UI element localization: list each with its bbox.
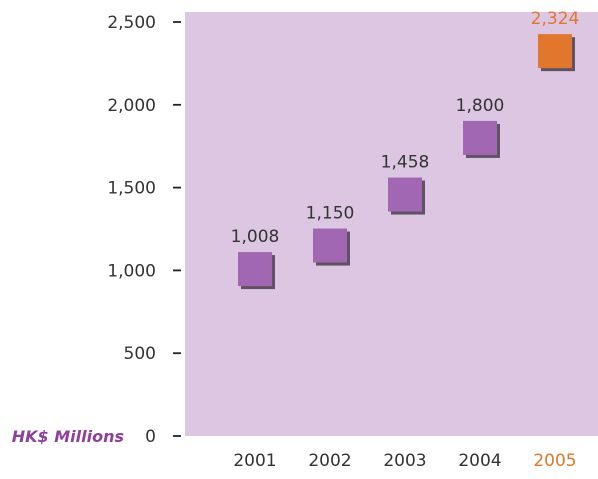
data-point-marker	[313, 228, 347, 263]
x-tick-label: 2004	[458, 451, 501, 471]
data-point-2003	[388, 177, 425, 215]
data-markers	[238, 34, 575, 290]
y-tick-label: 2,000	[107, 96, 156, 116]
y-tick-label: 2,500	[107, 13, 156, 33]
y-tick-label: 500	[124, 344, 156, 364]
data-point-2004	[463, 120, 500, 158]
data-point-2002	[313, 228, 350, 266]
x-axis: 2001 2002 2003 2004 2005	[233, 451, 576, 471]
y-unit-label: HK$ Millions	[12, 427, 124, 446]
data-point-marker	[238, 252, 272, 287]
y-tick-label: 0	[145, 427, 156, 447]
data-label: 1,008	[231, 227, 280, 247]
data-point-marker	[388, 177, 422, 212]
data-point-marker	[463, 120, 497, 155]
x-tick-label: 2003	[383, 451, 426, 471]
plot-area	[185, 12, 598, 436]
data-label: 1,150	[306, 204, 355, 224]
y-axis: 0 500 1,000 1,500 2,000 2,500	[107, 13, 181, 447]
data-point-2001	[238, 252, 275, 290]
data-label: 1,458	[381, 153, 430, 173]
x-tick-label: 2001	[233, 451, 276, 471]
data-labels: 1,008 1,150 1,458 1,800 2,324	[231, 9, 580, 247]
x-tick-label: 2002	[308, 451, 351, 471]
y-tick-label: 1,500	[107, 179, 156, 199]
y-tick-label: 1,000	[107, 261, 156, 281]
data-label: 2,324	[531, 9, 580, 29]
data-point-marker	[538, 34, 572, 69]
data-point-2005	[538, 34, 575, 72]
x-tick-label: 2005	[533, 451, 576, 471]
data-label: 1,800	[456, 96, 505, 116]
